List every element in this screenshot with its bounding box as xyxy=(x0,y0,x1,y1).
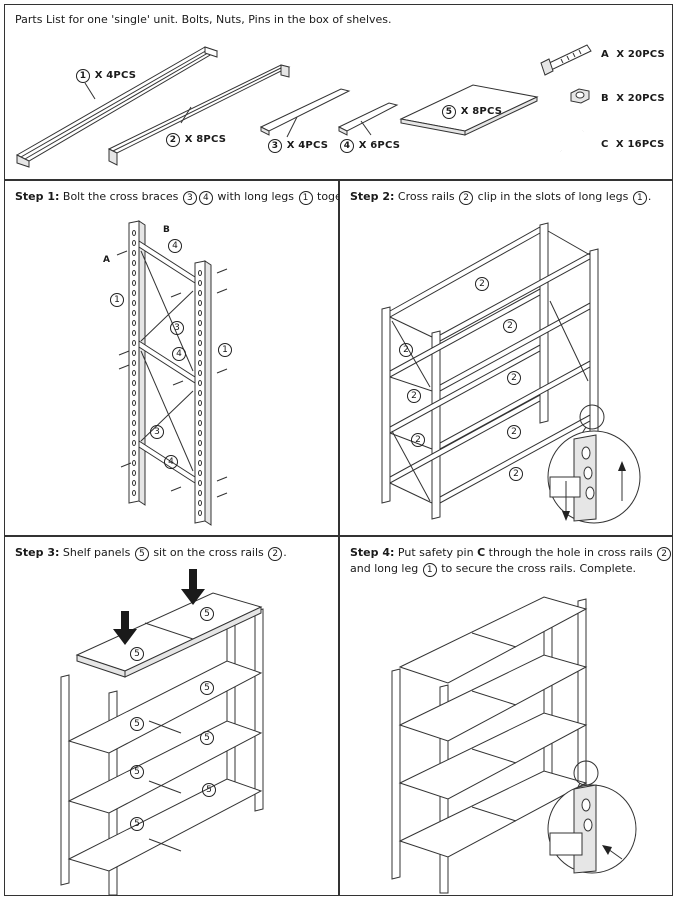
step3-callout: 5 xyxy=(200,731,214,745)
cross-brace-3-part xyxy=(259,88,351,136)
step3-callout: 5 xyxy=(200,681,214,695)
cross-rail-part xyxy=(107,64,291,166)
step-4-title: Step 4: Put safety pin C through the hol… xyxy=(350,545,672,561)
bolt-a-part xyxy=(540,44,592,76)
step2-callout: 2 xyxy=(509,467,523,481)
step-4-panel: Step 4: Put safety pin C through the hol… xyxy=(339,536,673,896)
step3-callout: 5 xyxy=(130,817,144,831)
pin-c-part xyxy=(557,130,584,152)
step1-callout: 3 xyxy=(170,321,184,335)
part-3-label: 3 X 4PCS xyxy=(267,139,328,153)
hardware-a-label: A X 20PCS xyxy=(601,49,665,60)
step2-callout: 2 xyxy=(507,371,521,385)
step-3-title: Step 3: Shelf panels 5 sit on the cross … xyxy=(15,546,287,561)
step1-callout: 4 xyxy=(164,455,178,469)
step-1-frame-illustration xyxy=(116,220,228,526)
step3-callout: 5 xyxy=(202,783,216,797)
step1-callout: 1 xyxy=(218,343,232,357)
step2-callout: 2 xyxy=(503,319,517,333)
step1-callout: B xyxy=(163,225,170,235)
step1-callout: 3 xyxy=(150,425,164,439)
step-2-title: Step 2: Cross rails 2 clip in the slots … xyxy=(350,190,652,205)
hardware-c-label: C X 16PCS xyxy=(601,139,665,150)
nut-b-part xyxy=(570,88,590,104)
step-2-rack-illustration xyxy=(381,222,641,524)
step1-callout: 4 xyxy=(172,347,186,361)
step3-callout: 5 xyxy=(130,647,144,661)
step-2-panel: Step 2: Cross rails 2 clip in the slots … xyxy=(339,180,673,536)
step-3-panel: Step 3: Shelf panels 5 sit on the cross … xyxy=(4,536,339,896)
part-4-label: 4 X 6PCS xyxy=(339,139,400,153)
step2-callout: 2 xyxy=(407,389,421,403)
step3-callout: 5 xyxy=(130,765,144,779)
step-3-rack-illustration xyxy=(60,569,264,896)
part-5-label: 5 X 8PCS xyxy=(441,105,502,119)
step2-callout: 2 xyxy=(411,433,425,447)
long-leg-part xyxy=(15,46,219,168)
step2-callout: 2 xyxy=(475,277,489,291)
cross-brace-4-part xyxy=(337,102,399,136)
part-2-label: 2 X 8PCS xyxy=(165,133,226,147)
step1-callout: A xyxy=(103,255,110,265)
parts-list-panel: Parts List for one 'single' unit. Bolts,… xyxy=(4,4,673,180)
shelf-panel-part xyxy=(399,84,539,136)
step1-callout: 1 xyxy=(110,293,124,307)
parts-illustration xyxy=(15,44,592,168)
step-4-rack-illustration xyxy=(391,596,637,894)
step2-callout: 2 xyxy=(507,425,521,439)
part-1-label: 1 X 4PCS xyxy=(75,69,136,83)
step-4-title-line2: and long leg 1 to secure the cross rails… xyxy=(350,562,637,577)
step3-callout: 5 xyxy=(130,717,144,731)
step1-callout: 4 xyxy=(168,239,182,253)
hardware-b-label: B X 20PCS xyxy=(601,93,665,104)
step3-callout: 5 xyxy=(200,607,214,621)
step2-callout: 2 xyxy=(399,343,413,357)
parts-list-heading: Parts List for one 'single' unit. Bolts,… xyxy=(15,13,392,26)
